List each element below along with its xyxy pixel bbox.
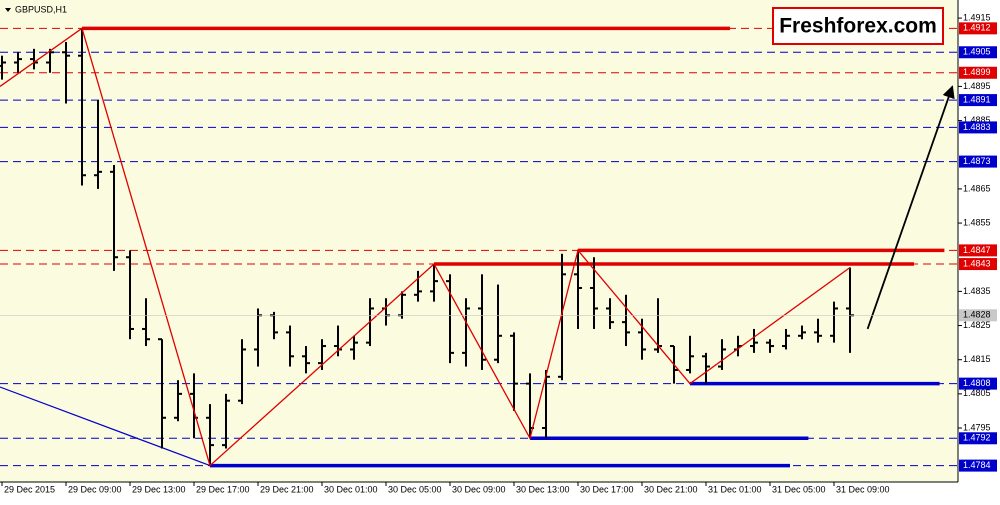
level-price-label: 1.4891 xyxy=(963,94,991,104)
level-price-box xyxy=(959,46,997,59)
level-price-box xyxy=(959,432,997,445)
x-tick-label: 30 Dec 01:00 xyxy=(324,484,378,494)
level-price-label: 1.4899 xyxy=(963,67,991,77)
level-price-box xyxy=(959,94,997,107)
zigzag xyxy=(0,27,851,467)
level-price-label: 1.4847 xyxy=(963,245,991,255)
y-tick-label: 1.4825 xyxy=(963,320,991,330)
x-tick-label: 30 Dec 05:00 xyxy=(388,484,442,494)
level-price-label: 1.4883 xyxy=(963,122,991,132)
chart-title: GBPUSD,H1 xyxy=(15,4,67,14)
x-tick-label: 29 Dec 21:00 xyxy=(260,484,314,494)
x-tick-label: 31 Dec 09:00 xyxy=(836,484,890,494)
y-tick-label: 1.4865 xyxy=(963,183,991,193)
level-price-box xyxy=(959,258,997,271)
level-price-box xyxy=(959,459,997,472)
x-tick-label: 30 Dec 21:00 xyxy=(644,484,698,494)
x-tick-label: 31 Dec 05:00 xyxy=(772,484,826,494)
level-price-box xyxy=(959,121,997,134)
x-tick-label: 29 Dec 2015 xyxy=(4,484,55,494)
level-price-label: 1.4784 xyxy=(963,460,991,470)
logo: Freshforex.com xyxy=(779,15,937,38)
x-tick-label: 29 Dec 17:00 xyxy=(196,484,250,494)
current-price-box xyxy=(959,309,997,322)
level-price-label: 1.4808 xyxy=(963,378,991,388)
y-tick-label: 1.4895 xyxy=(963,81,991,91)
x-tick-label: 29 Dec 09:00 xyxy=(68,484,122,494)
plot-area xyxy=(0,0,958,482)
y-tick-label: 1.4915 xyxy=(963,12,991,22)
x-tick-label: 30 Dec 17:00 xyxy=(580,484,634,494)
x-tick-label: 30 Dec 13:00 xyxy=(516,484,570,494)
level-price-box xyxy=(959,22,997,35)
trendline xyxy=(0,386,211,467)
x-tick-label: 30 Dec 09:00 xyxy=(452,484,506,494)
logo-box xyxy=(772,7,944,45)
y-tick-label: 1.4835 xyxy=(963,286,991,296)
level-price-box xyxy=(959,66,997,79)
arrow xyxy=(866,85,955,330)
menu-icon[interactable] xyxy=(5,8,11,12)
x-tick-label: 29 Dec 13:00 xyxy=(132,484,186,494)
level-price-label: 1.4792 xyxy=(963,433,991,443)
y-tick-label: 1.4855 xyxy=(963,217,991,227)
level-price-box xyxy=(959,155,997,168)
level-price-label: 1.4905 xyxy=(963,47,991,57)
level-price-label: 1.4873 xyxy=(963,156,991,166)
x-tick-label: 31 Dec 01:00 xyxy=(708,484,762,494)
current-price-label: 1.4828 xyxy=(963,310,991,320)
level-price-box xyxy=(959,244,997,257)
y-tick-label: 1.4795 xyxy=(963,422,991,432)
y-tick-label: 1.4885 xyxy=(963,115,991,125)
level-price-label: 1.4843 xyxy=(963,258,991,268)
y-tick-label: 1.4815 xyxy=(963,354,991,364)
level-price-label: 1.4912 xyxy=(963,23,991,33)
level-price-box xyxy=(959,377,997,390)
y-tick-label: 1.4805 xyxy=(963,388,991,398)
